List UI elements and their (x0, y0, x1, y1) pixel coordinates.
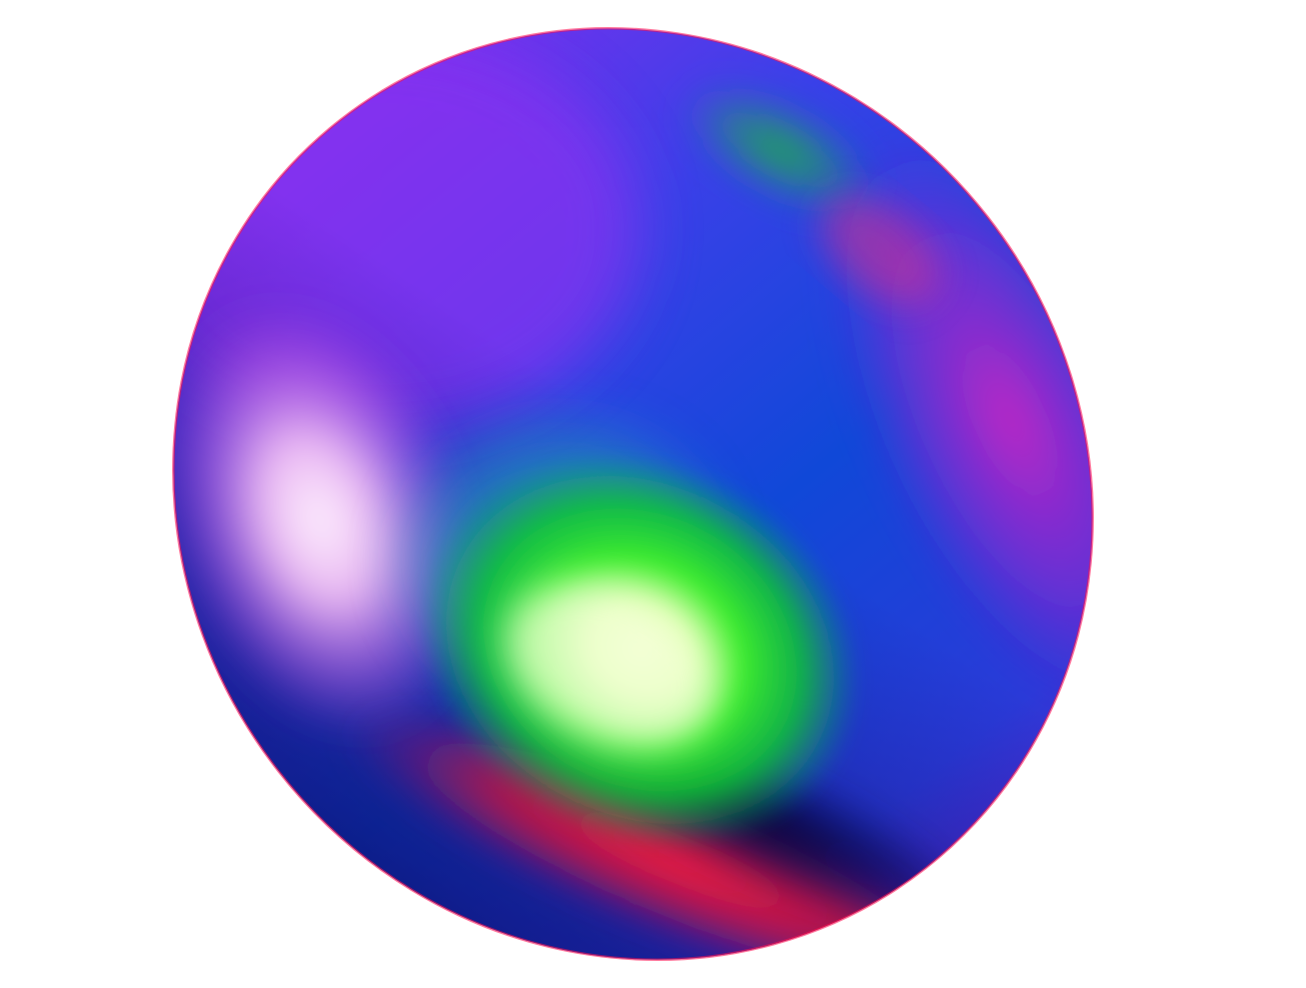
pink-highlight (158, 297, 482, 743)
core-highlight (505, 582, 715, 748)
